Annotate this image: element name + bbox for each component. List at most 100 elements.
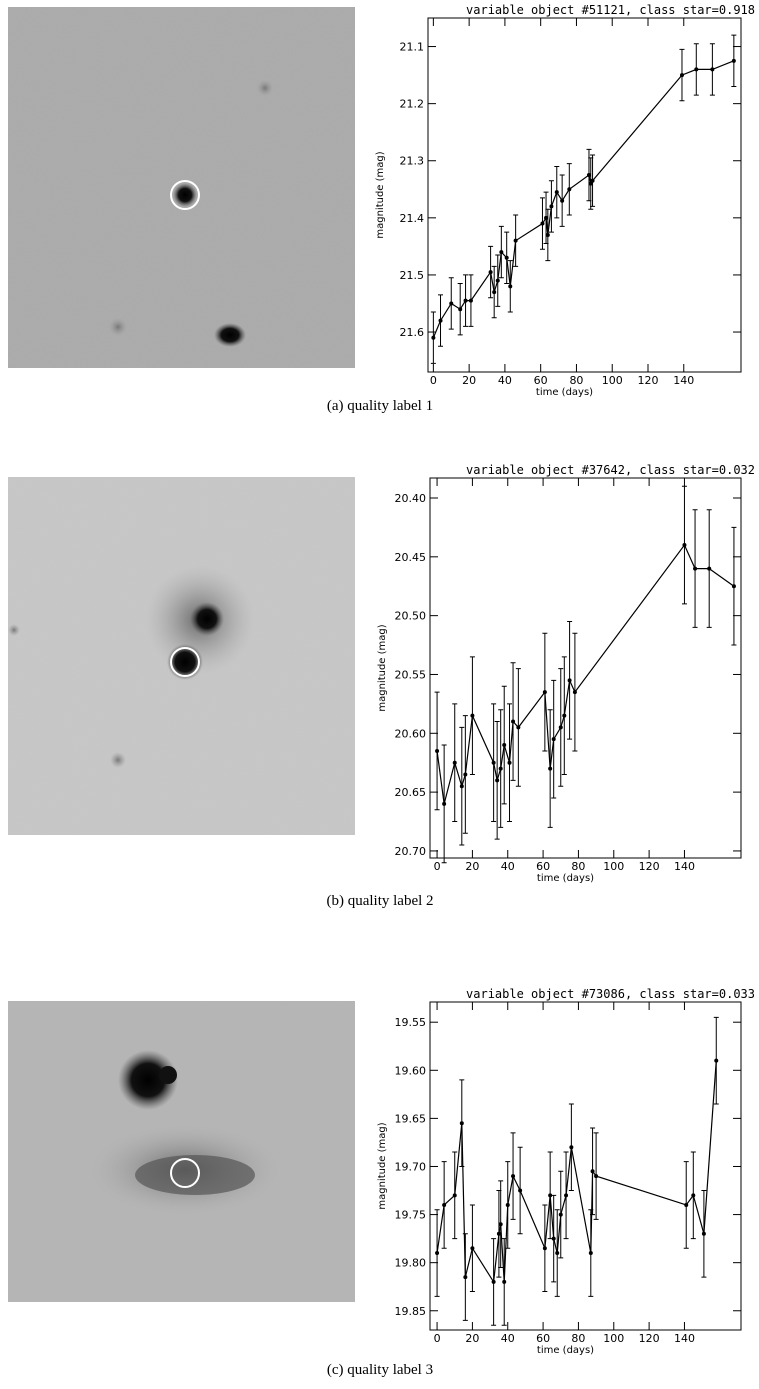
- x-tick-label: 140: [674, 860, 695, 873]
- data-point: [468, 298, 473, 303]
- data-point: [488, 270, 493, 275]
- data-point: [564, 1193, 569, 1198]
- data-point: [594, 1174, 599, 1179]
- x-tick-label: 0: [434, 1332, 441, 1345]
- data-point: [435, 1251, 440, 1256]
- data-point: [684, 1202, 689, 1207]
- data-point: [544, 215, 549, 220]
- data-point: [548, 1193, 553, 1198]
- data-point: [714, 1058, 719, 1063]
- data-point: [492, 290, 497, 295]
- y-tick-label: 21.5: [400, 269, 425, 282]
- data-point: [518, 1188, 523, 1193]
- caption: (a) quality label 1: [327, 398, 433, 414]
- data-point: [567, 187, 572, 192]
- x-axis-label: time (days): [537, 1345, 594, 1356]
- y-tick-label: 20.60: [395, 727, 427, 740]
- plot-frame: [429, 477, 742, 859]
- data-point: [551, 737, 556, 742]
- x-tick-label: 80: [571, 860, 585, 873]
- caption: (c) quality label 3: [327, 1362, 433, 1378]
- data-point: [513, 238, 518, 243]
- x-tick-label: 0: [430, 374, 437, 387]
- data-point: [545, 232, 550, 237]
- data-point: [586, 173, 591, 178]
- x-tick-label: 20: [465, 860, 479, 873]
- y-tick-label: 20.65: [395, 786, 427, 799]
- data-point: [572, 690, 577, 695]
- image-c: [8, 1001, 355, 1302]
- data-point: [542, 1246, 547, 1251]
- data-point: [731, 584, 736, 589]
- data-point: [495, 278, 500, 283]
- y-tick-label: 21.1: [400, 41, 425, 54]
- y-tick-label: 21.4: [400, 212, 425, 225]
- data-point: [496, 1231, 501, 1236]
- image-a: [8, 7, 355, 368]
- data-point: [567, 678, 572, 683]
- data-point: [463, 772, 468, 777]
- plot-frame: [427, 17, 742, 373]
- y-tick-label: 19.65: [395, 1112, 427, 1125]
- data-point: [452, 1193, 457, 1198]
- data-point: [542, 690, 547, 695]
- x-tick-label: 60: [534, 374, 548, 387]
- data-point: [470, 713, 475, 718]
- data-point: [558, 725, 563, 730]
- data-point: [463, 298, 468, 303]
- x-tick-label: 20: [465, 1332, 479, 1345]
- data-point: [516, 725, 521, 730]
- data-point: [491, 760, 496, 765]
- data-point: [560, 198, 565, 203]
- y-tick-label: 20.70: [395, 845, 427, 858]
- data-point: [694, 67, 699, 72]
- data-point: [588, 181, 593, 186]
- light-curve: [436, 543, 735, 805]
- y-tick-label: 19.85: [395, 1305, 427, 1318]
- data-point: [511, 719, 516, 724]
- plot-frame: [429, 1001, 742, 1331]
- data-point: [463, 1275, 468, 1280]
- data-point: [679, 73, 684, 78]
- data-point: [590, 1169, 595, 1174]
- x-tick-label: 80: [569, 374, 583, 387]
- data-point: [498, 1222, 503, 1227]
- x-tick-label: 100: [603, 1332, 624, 1345]
- data-point: [499, 250, 504, 255]
- data-point: [562, 713, 567, 718]
- data-point: [682, 543, 687, 548]
- x-tick-label: 120: [639, 860, 660, 873]
- data-point: [470, 1246, 475, 1251]
- data-point: [505, 1202, 510, 1207]
- data-point: [691, 1193, 696, 1198]
- data-point: [588, 1251, 593, 1256]
- data-point: [442, 801, 447, 806]
- x-tick-label: 120: [639, 1332, 660, 1345]
- y-tick-label: 19.80: [395, 1257, 427, 1270]
- y-tick-label: 20.45: [395, 551, 427, 564]
- data-point: [442, 1202, 447, 1207]
- y-tick-label: 21.2: [400, 98, 425, 111]
- data-point: [590, 178, 595, 183]
- caption: (b) quality label 2: [326, 893, 433, 909]
- x-tick-label: 100: [602, 374, 623, 387]
- data-point: [558, 1212, 563, 1217]
- x-tick-label: 20: [462, 374, 476, 387]
- data-point: [438, 318, 443, 323]
- y-axis-label: magnitude (mag): [377, 1122, 388, 1209]
- data-point: [431, 335, 436, 340]
- x-tick-label: 140: [674, 1332, 695, 1345]
- image-b: [8, 477, 355, 835]
- data-point: [498, 766, 503, 771]
- x-tick-label: 0: [434, 860, 441, 873]
- x-tick-label: 40: [501, 1332, 515, 1345]
- data-point: [495, 778, 500, 783]
- data-point: [458, 307, 463, 312]
- chart-title: variable object #73086, class star=0.033: [466, 987, 755, 1001]
- data-point: [491, 1279, 496, 1284]
- data-point: [554, 190, 559, 195]
- chart-title: variable object #51121, class star=0.918: [466, 3, 755, 17]
- data-point: [710, 67, 715, 72]
